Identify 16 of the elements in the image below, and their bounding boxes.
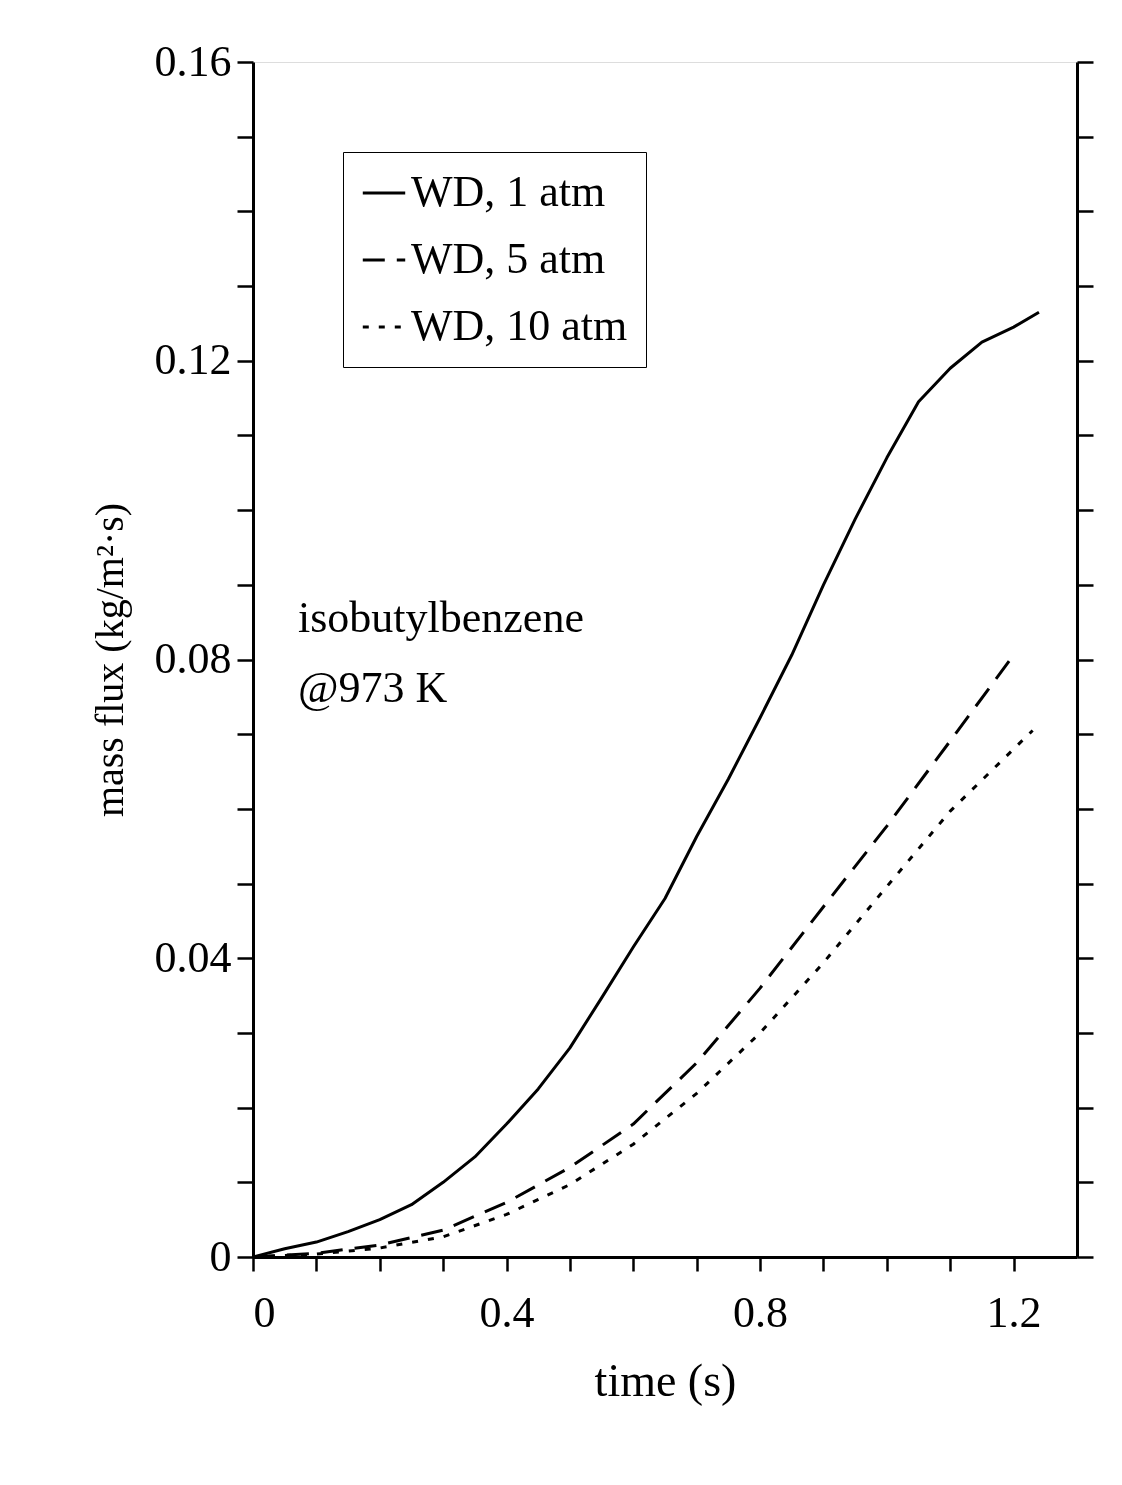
legend-label: WD, 1 atm <box>411 167 606 216</box>
legend-label: WD, 10 atm <box>411 301 628 350</box>
y-tick-label: 0 <box>209 1231 232 1281</box>
y-tick-label: 0.16 <box>154 36 232 86</box>
y-tick-label: 0.12 <box>154 335 232 385</box>
x-tick-label: 0.8 <box>733 1287 789 1337</box>
x-tick-label: 1.2 <box>986 1287 1042 1337</box>
annotation: @973 K <box>298 663 448 712</box>
y-tick-label: 0.04 <box>154 932 232 982</box>
x-tick-label: 0 <box>253 1287 276 1337</box>
y-axis-title: mass flux (kg/m²·s) <box>86 502 132 818</box>
legend-label: WD, 5 atm <box>411 234 606 283</box>
x-tick-label: 0.4 <box>479 1287 535 1337</box>
y-tick-label: 0.08 <box>154 634 232 683</box>
annotation: isobutylbenzene <box>298 593 584 642</box>
x-axis-title: time (s) <box>594 1354 737 1406</box>
